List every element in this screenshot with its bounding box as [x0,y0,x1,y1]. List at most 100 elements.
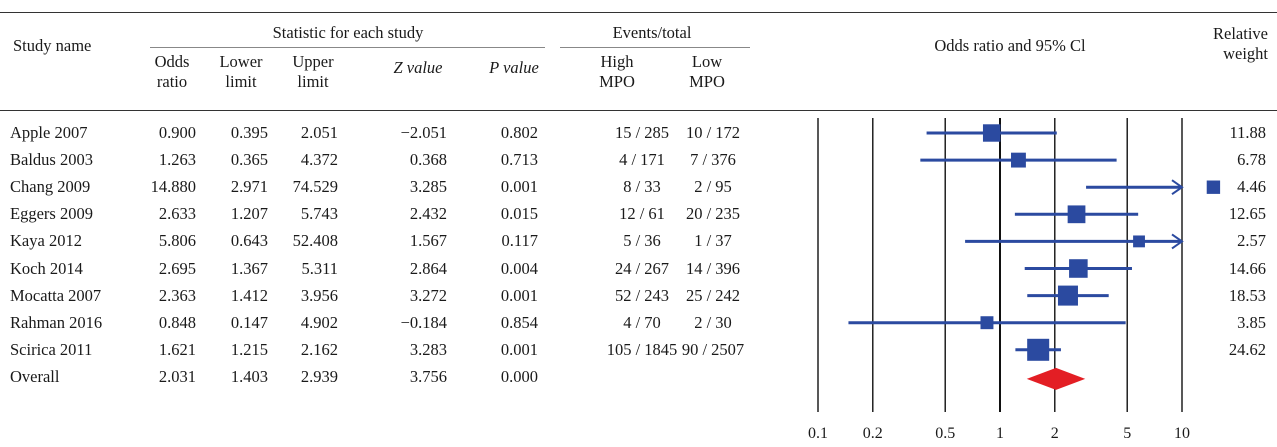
cell-z: 3.756 [409,366,447,386]
cell-z: −0.184 [400,312,447,332]
study-marker [1027,338,1050,361]
cell-lower: 1.412 [230,285,268,305]
cell-p: 0.854 [500,312,538,332]
x-tick-label: 5 [1123,425,1131,442]
cell-weight: 4.46 [1237,177,1266,197]
cell-odds: 0.848 [158,312,196,332]
cell-low: 2 / 30 [694,312,732,332]
header-p-value: P value [489,58,539,77]
stat-group-underline [150,47,545,48]
cell-lower: 0.147 [230,312,268,332]
odds-ratio-label: Odds ratio [154,52,190,91]
cell-name: Kaya 2012 [10,231,82,251]
header-events-group: Events/total [612,23,692,42]
cell-p: 0.004 [500,258,538,278]
cell-z: 0.368 [409,150,447,170]
cell-p: 0.001 [500,177,538,197]
cell-high: 24 / 267 [614,258,670,278]
cell-name: Baldus 2003 [10,150,93,170]
cell-name: Apple 2007 [10,123,88,142]
relative-weight-label: Relative weight [1213,24,1268,63]
cell-weight: 18.53 [1228,285,1266,305]
study-marker [1133,235,1145,248]
header-bottom-rule [0,110,1277,111]
overall-diamond [1026,367,1086,390]
cell-odds: 2.633 [158,204,196,224]
cell-upper: 3.956 [300,285,338,305]
study-marker [1206,180,1221,194]
cell-name: Rahman 2016 [10,312,103,332]
cell-odds: 1.621 [158,339,196,359]
cell-upper: 5.311 [301,258,338,278]
cell-upper: 2.051 [300,123,338,142]
ci-arrow [1171,179,1184,196]
cell-upper: 4.902 [300,312,338,332]
cell-p: 0.001 [500,285,538,305]
cell-high: 12 / 61 [619,204,665,224]
cell-weight: 11.88 [1229,123,1266,142]
cell-weight: 3.85 [1237,312,1266,332]
cell-z: 2.432 [409,204,447,224]
header-lower-limit: Lower limit [216,52,266,92]
table-top-rule [0,12,1277,13]
header-relative-weight: Relative weight [1208,24,1268,64]
x-tick-label: 0.1 [808,425,828,442]
cell-p: 0.713 [500,150,538,170]
cell-high: 4 / 171 [619,150,665,170]
cell-low: 25 / 242 [685,285,741,305]
cell-low: 90 / 2507 [681,339,745,359]
cell-odds: 2.363 [158,285,196,305]
header-or-ci: Odds ratio and 95% Cl [934,36,1086,55]
cell-upper: 2.162 [300,339,338,359]
cell-high: 5 / 36 [623,231,661,251]
cell-z: 3.285 [409,177,447,197]
cell-p: 0.802 [500,123,538,142]
cell-high: 8 / 33 [623,177,661,197]
cell-z: 3.272 [409,285,447,305]
header-upper-limit: Upper limit [288,52,338,92]
x-tick-label: 0.2 [863,425,883,442]
header-odds-ratio: Odds ratio [147,52,197,92]
cell-name: Chang 2009 [10,177,91,197]
cell-weight: 14.66 [1228,258,1266,278]
cell-high: 15 / 285 [614,123,670,142]
x-tick-label: 0.5 [935,425,955,442]
high-mpo-label: High MPO [599,52,635,91]
cell-upper: 52.408 [292,231,338,251]
cell-upper: 2.939 [300,366,338,386]
header-z-value: Z value [393,58,443,77]
cell-high: 52 / 243 [614,285,670,305]
cell-p: 0.015 [500,204,538,224]
cell-p: 0.117 [501,231,538,251]
cell-low: 14 / 396 [685,258,741,278]
x-tick-label: 1 [996,425,1004,442]
cell-lower: 1.403 [230,366,268,386]
cell-low: 20 / 235 [685,204,741,224]
study-marker [1069,259,1088,278]
cell-lower: 0.395 [230,123,268,142]
study-marker [1067,205,1086,224]
cell-odds: 2.695 [158,258,196,278]
cell-high: 4 / 70 [623,312,661,332]
study-marker [1057,285,1078,306]
cell-odds: 1.263 [158,150,196,170]
cell-lower: 0.643 [230,231,268,251]
cell-z: 2.864 [409,258,447,278]
cell-low: 10 / 172 [685,123,741,142]
cell-z: 1.567 [409,231,447,251]
lower-limit-label: Lower limit [219,52,263,91]
upper-limit-label: Upper limit [292,52,334,91]
cell-name: Eggers 2009 [10,204,93,224]
cell-upper: 5.743 [300,204,338,224]
cell-weight: 6.78 [1237,150,1266,170]
cell-low: 1 / 37 [694,231,732,251]
cell-odds: 5.806 [158,231,196,251]
cell-low: 7 / 376 [690,150,736,170]
ci-arrow [1171,233,1184,250]
cell-high: 105 / 1845 [606,339,678,359]
cell-lower: 1.215 [230,339,268,359]
cell-odds: 0.900 [158,123,196,142]
cell-low: 2 / 95 [694,177,732,197]
study-marker [982,124,1001,142]
cell-name: Scirica 2011 [10,339,93,359]
